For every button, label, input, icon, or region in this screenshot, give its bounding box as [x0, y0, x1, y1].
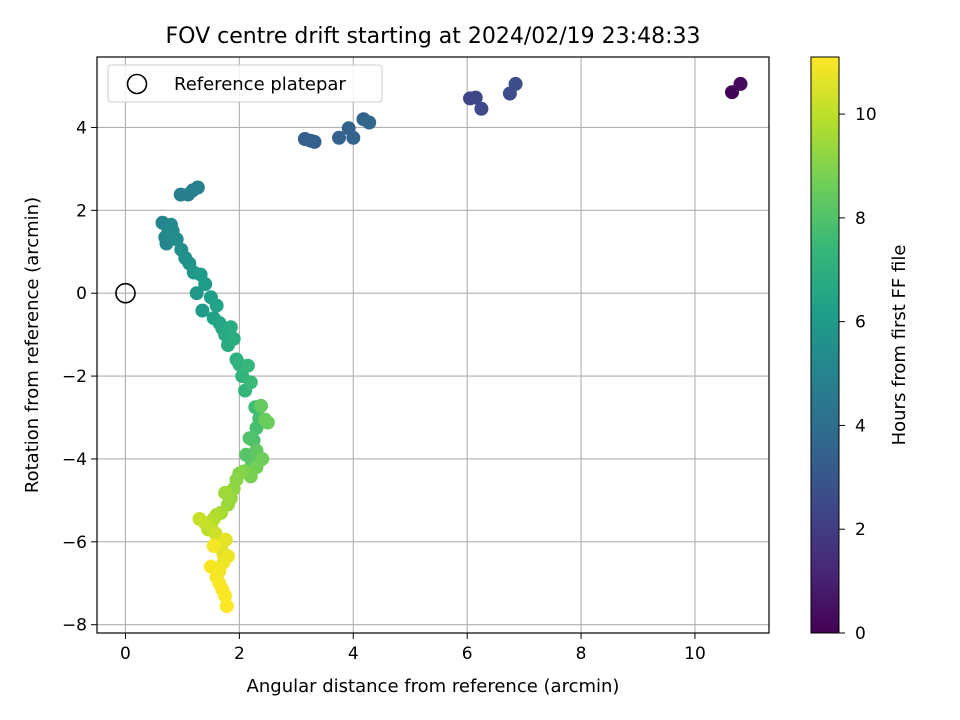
reference-platepar-marker — [115, 282, 136, 304]
data-point — [226, 331, 241, 346]
data-point — [206, 539, 221, 553]
colorbar-tick-label: 10 — [855, 105, 877, 125]
legend-box — [107, 64, 383, 103]
data-point — [240, 358, 255, 373]
data-point — [218, 485, 233, 500]
y-tick-label: −6 — [62, 533, 87, 553]
data-point — [190, 180, 205, 195]
data-point — [203, 559, 218, 574]
data-point — [218, 588, 233, 603]
x-tick-label: 8 — [576, 644, 587, 664]
data-point — [468, 90, 483, 105]
data-point — [362, 115, 377, 130]
grid — [97, 57, 769, 633]
y-tick-label: 4 — [76, 118, 87, 138]
colorbar-ticks: 0 2 4 6 8 10 — [839, 105, 877, 644]
y-tick-label: 0 — [76, 284, 87, 304]
y-tick-label: 2 — [76, 201, 87, 221]
data-point — [332, 130, 346, 145]
data-point — [346, 130, 361, 145]
colorbar-label: Hours from first FF file — [889, 245, 910, 446]
colorbar-tick-label: 2 — [855, 520, 866, 540]
colorbar-gradient — [810, 56, 840, 634]
legend-marker-icon — [126, 73, 148, 95]
legend: Reference platepar — [107, 64, 383, 103]
reference-marker-layer — [115, 282, 136, 304]
data-point — [508, 76, 523, 91]
x-tick-label: 0 — [120, 644, 131, 664]
y-axis-label: Rotation from reference (arcmin) — [22, 197, 43, 493]
colorbar-tick-label: 0 — [855, 624, 866, 644]
data-point — [192, 512, 207, 526]
plot-frame — [96, 56, 770, 634]
data-point — [733, 76, 748, 91]
x-tick-label: 6 — [462, 644, 473, 664]
data-point — [260, 415, 275, 430]
data-point — [218, 532, 233, 547]
colorbar: 0 2 4 6 8 10 Hours from first FF file — [810, 56, 910, 644]
data-point — [189, 286, 204, 301]
data-point — [223, 320, 238, 335]
y-tick-label: −4 — [62, 450, 87, 470]
data-point — [474, 101, 489, 116]
y-axis-ticks: −8 −6 −4 −2 0 2 4 — [62, 118, 97, 636]
x-axis-label: Angular distance from reference (arcmin) — [247, 676, 620, 697]
x-tick-label: 2 — [234, 644, 245, 664]
data-point — [219, 599, 234, 614]
colorbar-tick-label: 6 — [855, 313, 866, 333]
data-point — [198, 277, 213, 292]
colorbar-tick-label: 8 — [855, 209, 866, 229]
x-axis-ticks: 0 2 4 6 8 10 — [120, 633, 706, 664]
y-tick-label: −2 — [62, 367, 87, 387]
data-point — [209, 298, 224, 313]
y-tick-label: −8 — [62, 616, 87, 636]
legend-entry-reference-platepar: Reference platepar — [174, 74, 346, 95]
data-point — [254, 398, 268, 413]
x-tick-label: 4 — [348, 644, 359, 664]
chart-title: FOV centre drift starting at 2024/02/19 … — [166, 24, 701, 49]
data-point — [195, 303, 210, 318]
data-point — [307, 134, 322, 149]
colorbar-tick-label: 4 — [855, 416, 866, 436]
data-point — [243, 375, 258, 390]
data-points — [155, 76, 748, 614]
x-tick-label: 10 — [684, 644, 706, 664]
data-point — [242, 431, 257, 446]
